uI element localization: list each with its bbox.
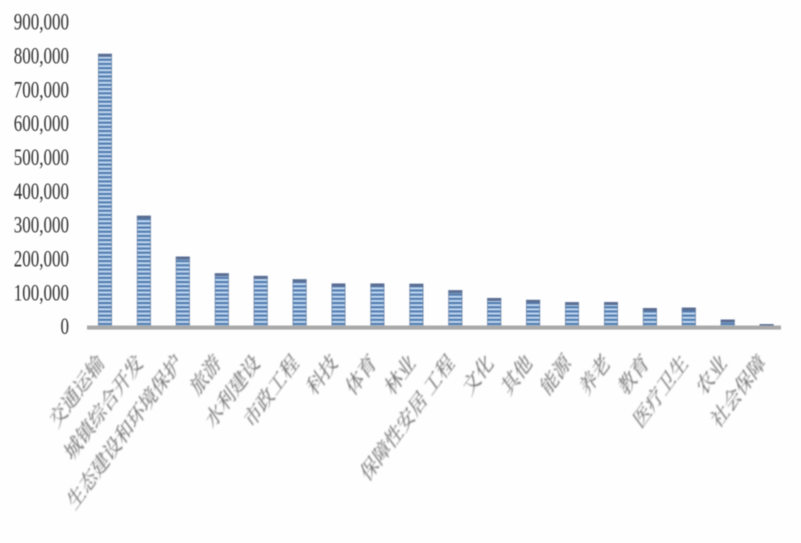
svg-text:300,000: 300,000 [14, 213, 69, 238]
svg-text:700,000: 700,000 [14, 78, 69, 103]
svg-text:500,000: 500,000 [14, 146, 69, 171]
svg-text:900,000: 900,000 [14, 10, 69, 35]
svg-text:200,000: 200,000 [14, 247, 69, 272]
svg-text:0: 0 [61, 315, 69, 340]
svg-text:800,000: 800,000 [14, 44, 69, 69]
svg-text:600,000: 600,000 [14, 112, 69, 137]
svg-text:400,000: 400,000 [14, 180, 69, 205]
svg-text:100,000: 100,000 [14, 281, 69, 306]
